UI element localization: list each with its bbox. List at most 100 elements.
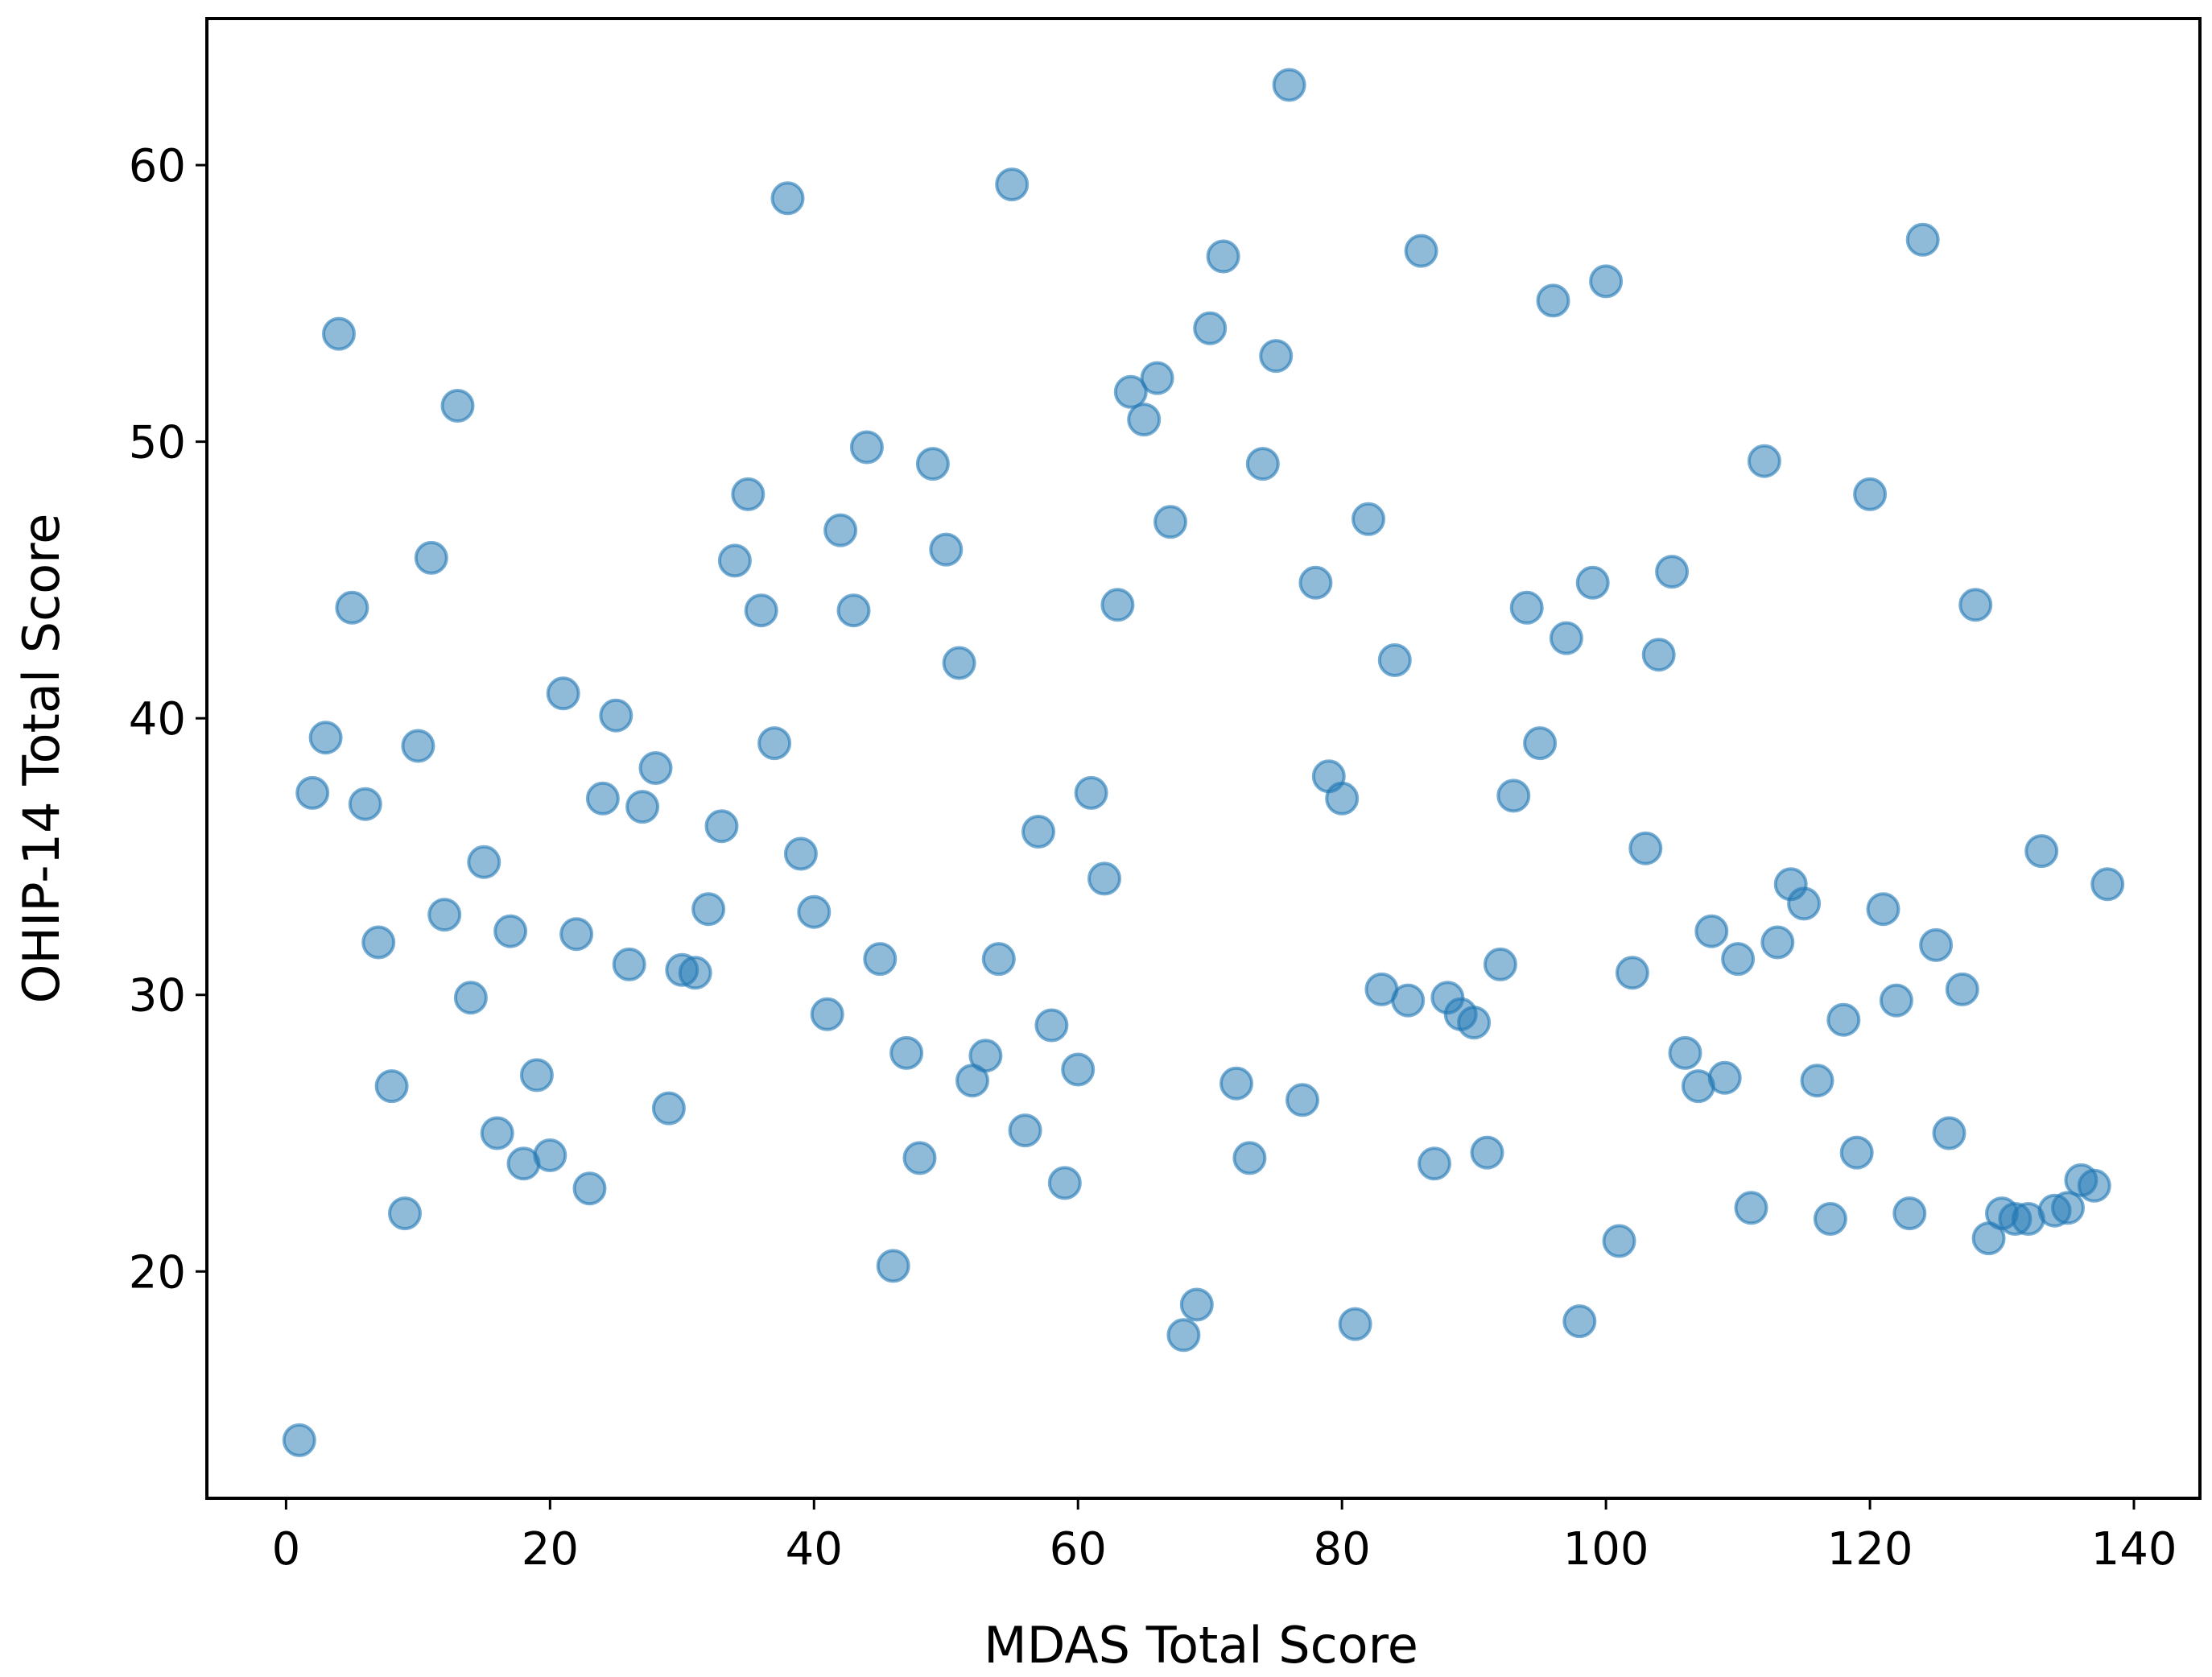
data-point (651, 1091, 686, 1126)
data-point (1562, 1304, 1597, 1339)
x-tick-label: 80 (1314, 1523, 1371, 1576)
data-point (1352, 502, 1385, 536)
x-tick-label: 0 (272, 1523, 301, 1576)
data-point (717, 543, 752, 578)
data-point (995, 167, 1030, 202)
data-point (612, 947, 646, 981)
data-point (757, 726, 792, 761)
data-point (1298, 565, 1333, 600)
data-point (1694, 914, 1729, 948)
y-tick-label: 50 (129, 417, 186, 469)
data-point (770, 181, 805, 216)
data-point (1813, 1202, 1847, 1236)
data-point (467, 845, 501, 879)
data-point (1905, 222, 1940, 257)
data-point (902, 1141, 937, 1175)
y-tick-label: 30 (129, 970, 186, 1022)
data-point (335, 590, 369, 625)
data-point (282, 1423, 316, 1457)
data-point (1615, 956, 1649, 990)
data-point (704, 809, 739, 844)
data-point (401, 729, 435, 763)
data-point (1047, 1166, 1082, 1200)
plot-frame (205, 17, 2202, 1500)
data-point (1245, 447, 1280, 481)
data-point (1391, 983, 1426, 1018)
data-point (1866, 892, 1900, 927)
data-point (1919, 927, 1954, 962)
x-tick-label: 60 (1050, 1523, 1107, 1576)
data-point (572, 1171, 607, 1206)
x-axis-label: MDAS Total Score (984, 1616, 1418, 1675)
y-tick-label: 60 (129, 140, 186, 192)
data-point (585, 781, 620, 816)
data-point (1127, 403, 1162, 437)
x-tick-label: 40 (786, 1523, 843, 1576)
data-point (2090, 867, 2125, 902)
data-point (691, 892, 726, 927)
data-point (1272, 68, 1306, 102)
data-point (427, 898, 462, 932)
data-point (1113, 374, 1148, 409)
data-point (823, 513, 858, 547)
y-tick-label: 20 (129, 1246, 186, 1299)
data-point (453, 981, 488, 1015)
data-point (1707, 1060, 1742, 1095)
data-point (1087, 861, 1121, 896)
data-point (1641, 638, 1676, 672)
data-point (2024, 834, 2059, 869)
data-point (1100, 588, 1135, 622)
data-point (559, 917, 594, 952)
data-point (1760, 925, 1795, 960)
data-point (981, 942, 1016, 977)
data-point (836, 593, 871, 628)
y-axis: 20 30 40 50 60 (129, 140, 207, 1299)
data-point (1377, 643, 1412, 677)
data-point (1259, 339, 1294, 374)
data-point (1021, 815, 1055, 849)
data-point (1839, 1135, 1874, 1170)
data-point (810, 997, 844, 1031)
data-point (968, 1039, 1003, 1073)
data-point (1549, 621, 1583, 655)
data-point (1628, 831, 1663, 865)
data-point (678, 956, 712, 990)
data-point (1153, 505, 1187, 539)
x-axis: 0 20 40 60 80 100 120 140 (272, 1498, 2177, 1576)
data-point (1286, 1083, 1319, 1117)
data-point (2051, 1191, 2085, 1225)
data-point (849, 430, 884, 465)
x-tick-label: 120 (1827, 1523, 1913, 1576)
data-point (1536, 283, 1570, 318)
data-point (546, 676, 580, 711)
data-point (783, 836, 818, 871)
data-point (625, 790, 660, 824)
data-point (942, 646, 976, 680)
data-point (1853, 477, 1888, 511)
data-point (361, 925, 396, 960)
x-tick-label: 140 (2091, 1523, 2177, 1576)
data-point (1206, 239, 1240, 274)
data-point (1787, 886, 1822, 921)
data-points (282, 68, 2125, 1457)
data-point (1589, 264, 1624, 299)
data-point (388, 1196, 422, 1231)
data-point (744, 593, 778, 628)
data-point (308, 721, 343, 755)
data-point (876, 1249, 910, 1283)
data-point (1166, 1318, 1201, 1353)
data-point (929, 532, 964, 567)
data-point (1338, 1307, 1372, 1341)
data-point (1575, 565, 1610, 600)
data-point (1747, 444, 1781, 478)
data-point (599, 698, 633, 733)
data-point (1404, 233, 1438, 268)
x-tick-label: 20 (522, 1523, 579, 1576)
data-point (731, 477, 766, 511)
data-point (519, 1058, 554, 1093)
data-point (1655, 555, 1690, 589)
data-point (1932, 1116, 1966, 1150)
data-point (1483, 947, 1517, 981)
